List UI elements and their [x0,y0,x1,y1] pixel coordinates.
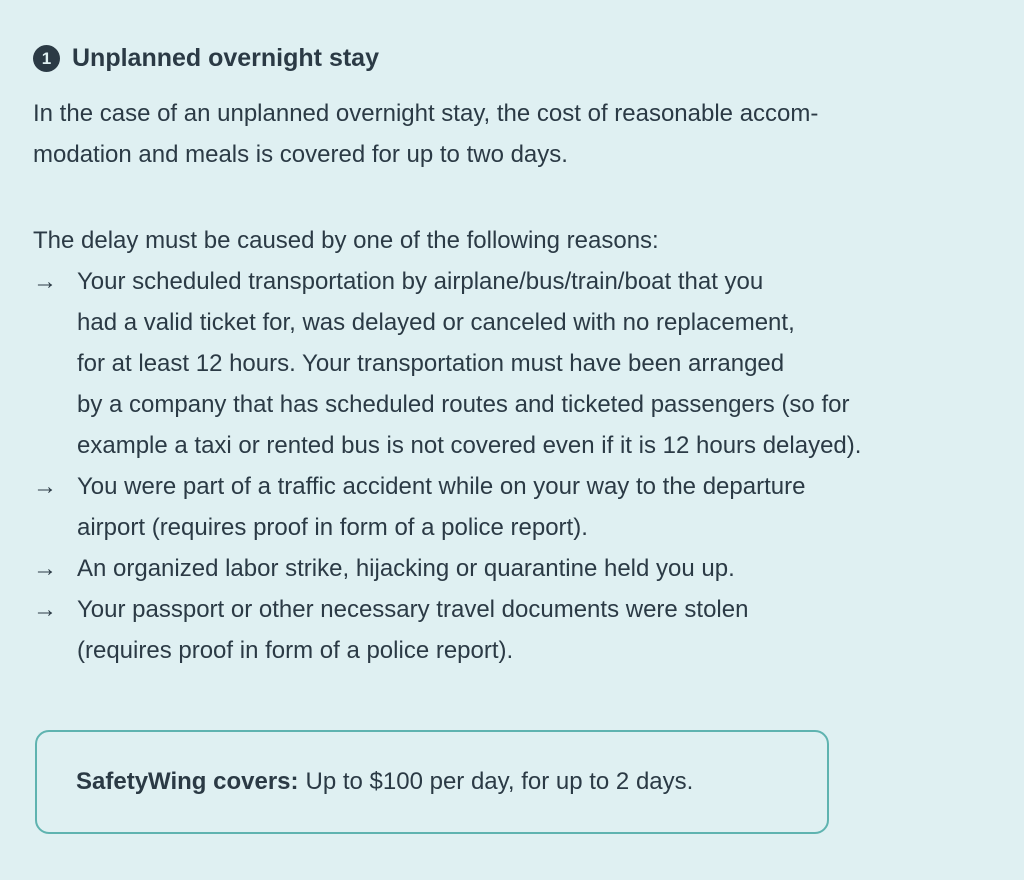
list-item: → An organized labor strike, hijacking o… [33,548,861,589]
list-item-line: for at least 12 hours. Your transportati… [77,350,785,377]
list-item-line: An organized labor strike, hijacking or … [77,555,735,582]
intro-paragraph: In the case of an unplanned overnight st… [33,93,818,175]
list-item: → Your scheduled transportation by airpl… [33,261,861,466]
arrow-right-icon: → [33,268,57,295]
reasons-intro: The delay must be caused by one of the f… [33,227,659,254]
section-heading: 1 Unplanned overnight stay [33,44,379,73]
reasons-list: → Your scheduled transportation by airpl… [33,261,861,671]
list-item-line: You were part of a traffic accident whil… [77,473,806,500]
list-item-line: had a valid ticket for, was delayed or c… [77,309,795,336]
arrow-right-icon: → [33,473,57,500]
number-badge-icon: 1 [33,45,60,72]
list-item-line: (requires proof in form of a police repo… [77,637,514,664]
coverage-box: SafetyWing covers: Up to $100 per day, f… [35,730,829,834]
list-item: → Your passport or other necessary trave… [33,589,861,671]
list-item: → You were part of a traffic accident wh… [33,466,861,548]
intro-line: In the case of an unplanned overnight st… [33,100,819,127]
arrow-right-icon: → [33,555,57,582]
list-item-line: airport (requires proof in form of a pol… [77,514,588,541]
arrow-right-icon: → [33,596,57,623]
list-item-line: Your scheduled transportation by airplan… [77,268,764,295]
list-item-line: by a company that has scheduled routes a… [77,391,850,418]
section-title: Unplanned overnight stay [72,44,379,72]
list-item-line: example a taxi or rented bus is not cove… [77,432,862,459]
list-item-line: Your passport or other necessary travel … [77,596,749,623]
coverage-label: SafetyWing covers: [76,768,299,795]
intro-line: modation and meals is covered for up to … [33,141,568,168]
coverage-value: Up to $100 per day, for up to 2 days. [305,768,694,795]
